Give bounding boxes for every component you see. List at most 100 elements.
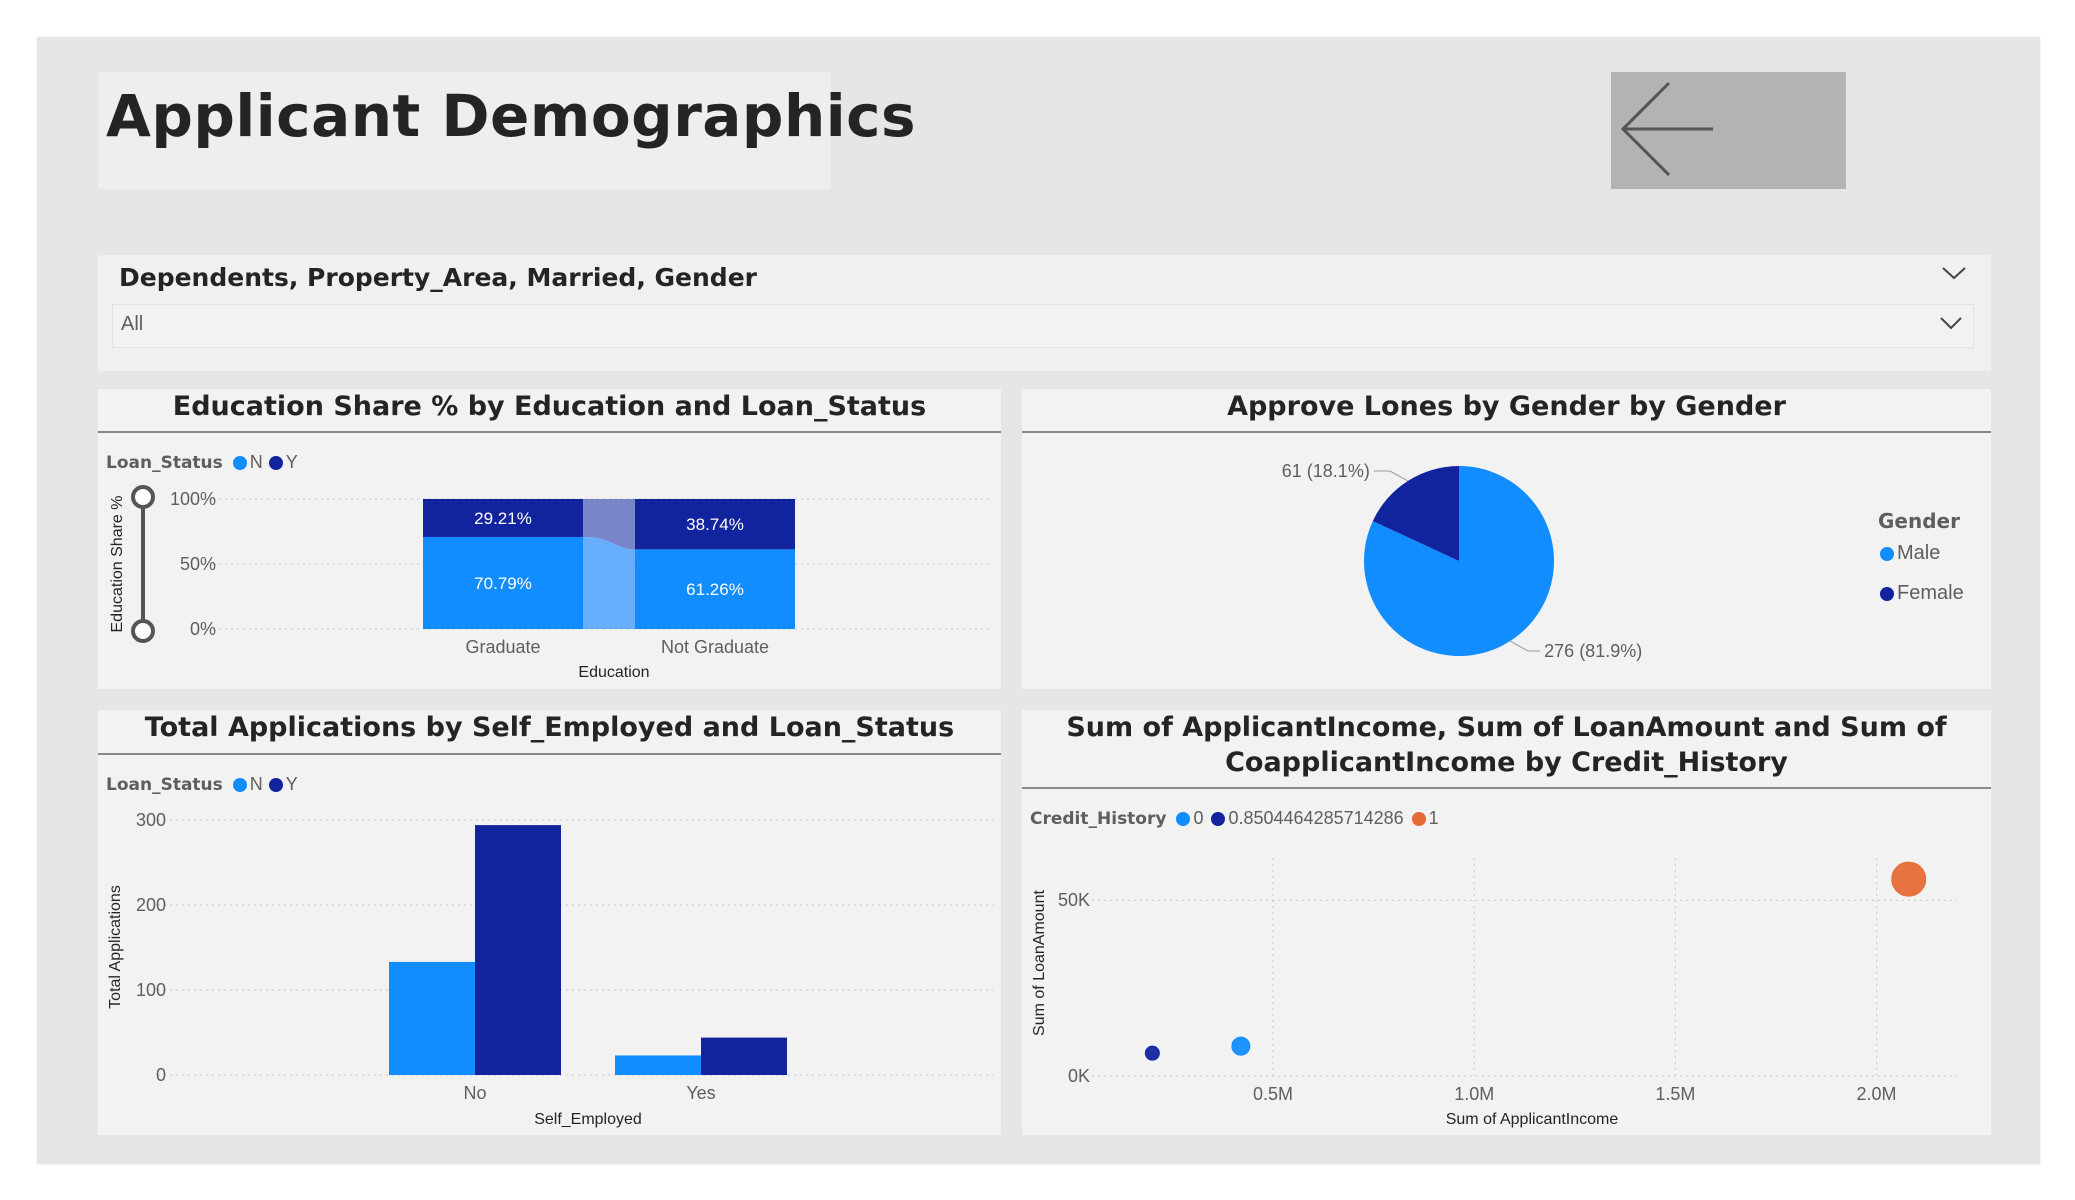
- chart-legend: Gender Male Female: [1878, 509, 1964, 613]
- filter-slicer: Dependents, Property_Area, Married, Gend…: [98, 255, 1991, 371]
- bar-n: [389, 961, 475, 1075]
- data-label: 29.21%: [474, 509, 532, 528]
- legend-dot: [232, 456, 247, 470]
- bar-y: [701, 1037, 787, 1075]
- legend-item-0[interactable]: 0: [1166, 808, 1203, 828]
- x-tick-label: Not Graduate: [661, 637, 769, 657]
- title-box: [98, 72, 831, 189]
- legend-title: Loan_Status: [106, 453, 223, 473]
- leader-line: [1509, 640, 1541, 652]
- legend-item-0-85[interactable]: 0.8504464285714286: [1203, 808, 1404, 828]
- education-chart: 0% 50% 100% Education Share % 70.79% 29.21% Gr…: [109, 485, 993, 681]
- x-tick-label: 0.5M: [1253, 1084, 1293, 1104]
- y-tick-label: 200: [136, 895, 166, 915]
- chart-title: Approve Lones by Gender by Gender: [1227, 391, 1786, 422]
- legend-item-y[interactable]: Y: [263, 774, 298, 794]
- chevron-down-icon[interactable]: [1941, 265, 1967, 285]
- scatter-point-0-8504464285714286: [1144, 1045, 1160, 1061]
- y-tick-label: 0: [156, 1065, 166, 1085]
- income-scatter-chart: 0.5M 1.0M 1.5M 2.0M 0K 50K Sum of LoanAmount Su…: [1031, 858, 1957, 1128]
- leader-line: [1373, 470, 1409, 482]
- y-tick-label: 100%: [170, 489, 216, 509]
- legend-dot: [268, 456, 283, 470]
- chart-legend: Loan_Status N Y: [106, 774, 298, 795]
- ribbon-n: [583, 536, 635, 629]
- x-tick-label: No: [463, 1083, 486, 1103]
- x-tick-label: Graduate: [465, 637, 540, 657]
- slicer-title: Dependents, Property_Area, Married, Gend…: [119, 263, 757, 292]
- legend-item-n[interactable]: N: [223, 774, 263, 794]
- data-label: 70.79%: [474, 574, 532, 593]
- arrow-left-icon: [1620, 81, 1713, 177]
- legend-dot: [1176, 812, 1191, 826]
- chart-title-line: CoapplicantIncome by Credit_History: [1225, 747, 1788, 778]
- data-label: 61.26%: [686, 580, 744, 599]
- legend-title: Gender: [1878, 509, 1960, 533]
- y-tick-label: 50%: [180, 554, 216, 574]
- legend-dot: [1411, 812, 1426, 826]
- chart-title: Total Applications by Self_Employed and …: [144, 712, 955, 743]
- income-chart-panel: Sum of ApplicantIncome, Sum of LoanAmoun…: [1022, 710, 1991, 1135]
- legend-title: Credit_History: [1030, 809, 1167, 829]
- x-tick-label: 1.5M: [1655, 1084, 1695, 1104]
- x-axis-title: Self_Employed: [534, 1111, 642, 1128]
- legend-item-female[interactable]: Female: [1878, 573, 1964, 613]
- x-tick-label: Yes: [686, 1083, 715, 1103]
- legend-item-y[interactable]: Y: [263, 452, 298, 472]
- y-axis-title: Total Applications: [107, 885, 124, 1009]
- divider: [1022, 787, 1991, 789]
- bar-y: [475, 825, 561, 1075]
- data-label: 276 (81.9%): [1544, 641, 1642, 661]
- self-employed-chart-panel: Total Applications by Self_Employed and …: [98, 710, 1001, 1135]
- x-tick-label: 2.0M: [1857, 1084, 1897, 1104]
- legend-label: Y: [285, 774, 298, 794]
- ribbon-y: [583, 499, 635, 550]
- legend-label: N: [249, 452, 263, 472]
- divider: [98, 753, 1001, 755]
- chevron-down-icon[interactable]: [1939, 315, 1963, 335]
- legend-item-1[interactable]: 1: [1404, 808, 1439, 828]
- y-tick-label: 0K: [1068, 1066, 1090, 1086]
- legend-dot: [1880, 547, 1894, 561]
- gender-pie-chart: 276 (81.9%) 61 (18.1%): [1282, 461, 1642, 661]
- legend-label: 0.8504464285714286: [1228, 808, 1404, 828]
- zoom-slider-handle: [131, 485, 155, 509]
- legend-item-n[interactable]: N: [223, 452, 263, 472]
- y-axis-title: Education Share %: [109, 496, 126, 633]
- legend-label: Y: [285, 452, 298, 472]
- divider: [1022, 431, 1991, 433]
- legend-label: N: [249, 774, 263, 794]
- x-axis-title: Sum of ApplicantIncome: [1446, 1111, 1619, 1128]
- page-title: Applicant Demographics: [106, 82, 917, 150]
- legend-dot: [268, 778, 283, 792]
- bar-n: [423, 536, 583, 629]
- legend-title: Loan_Status: [106, 775, 223, 795]
- y-tick-label: 0%: [190, 619, 216, 639]
- legend-label: Female: [1897, 582, 1964, 604]
- bar-y: [635, 499, 795, 550]
- legend-dot: [1211, 812, 1226, 826]
- scatter-point-1: [1891, 861, 1927, 897]
- chart-legend: Credit_History 0 0.8504464285714286 1: [1030, 808, 1439, 829]
- legend-item-male[interactable]: Male: [1878, 533, 1964, 573]
- chart-title-line: Sum of ApplicantIncome, Sum of LoanAmoun…: [1066, 712, 1947, 743]
- chart-legend: Loan_Status N Y: [106, 452, 298, 473]
- x-tick-label: 1.0M: [1454, 1084, 1494, 1104]
- data-label: 61 (18.1%): [1282, 461, 1370, 481]
- legend-dot: [232, 778, 247, 792]
- legend-label: 0: [1193, 808, 1204, 828]
- slicer-dropdown[interactable]: All: [112, 304, 1974, 348]
- legend-label: Male: [1897, 542, 1941, 564]
- bar-n: [635, 549, 795, 629]
- y-tick-label: 100: [136, 980, 166, 1000]
- back-button[interactable]: [1611, 72, 1846, 189]
- legend-dot: [1880, 587, 1894, 601]
- self-employed-chart: 0 100 200 300 Total Applications No Yes Self_Em…: [107, 810, 993, 1128]
- scatter-point-0: [1231, 1036, 1251, 1056]
- y-axis-title: Sum of LoanAmount: [1031, 890, 1048, 1036]
- x-axis-title: Education: [578, 664, 649, 681]
- legend-label: 1: [1428, 808, 1439, 828]
- zoom-slider-handle: [131, 619, 155, 643]
- chart-title: Sum of ApplicantIncome, Sum of LoanAmoun…: [1022, 710, 1991, 780]
- divider: [98, 431, 1001, 433]
